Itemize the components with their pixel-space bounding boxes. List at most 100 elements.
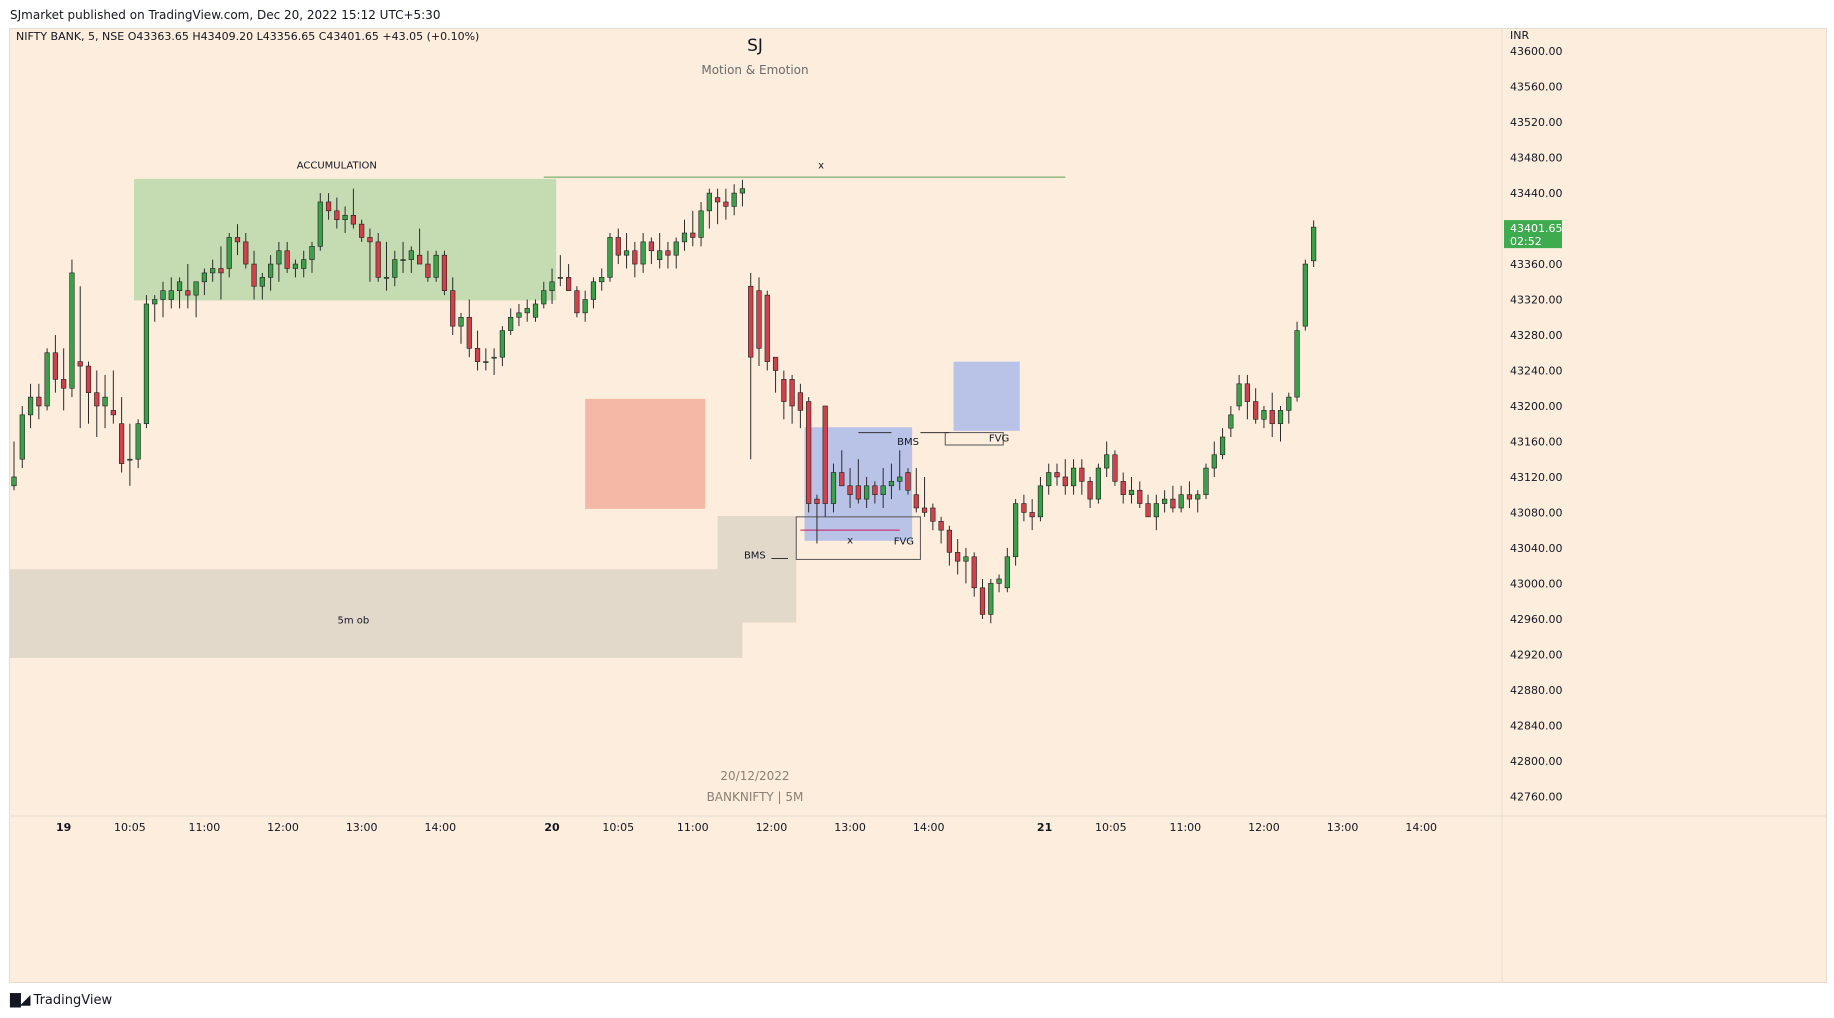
candle-bear: [234, 237, 241, 243]
time-tick-label: 14:00: [913, 821, 945, 834]
candle-bull: [276, 250, 282, 265]
annotation-label: BMS: [744, 551, 766, 562]
time-tick-label: 10:05: [602, 821, 634, 834]
candle-bull: [201, 272, 207, 283]
candle-bear: [756, 290, 762, 349]
candle-bear: [971, 556, 977, 589]
price-tick-label: 43280.00: [1510, 329, 1563, 342]
candle-bull: [483, 361, 489, 363]
candle-bear: [1079, 467, 1085, 482]
time-tick-label: 13:00: [1327, 821, 1359, 834]
candle-bear: [334, 210, 340, 221]
price-tick-label: 42800.00: [1510, 755, 1563, 768]
countdown-label: 02:52: [1510, 235, 1542, 248]
candle-bull: [176, 281, 183, 291]
candle-bull: [317, 201, 323, 247]
price-tick-label: 42760.00: [1510, 790, 1563, 803]
candle-bear: [110, 410, 116, 416]
candle-bull: [210, 268, 216, 274]
candle-bull: [127, 458, 133, 461]
candle-bull: [623, 250, 630, 256]
price-tick-label: 43440.00: [1510, 187, 1563, 200]
candle-bull: [739, 188, 746, 194]
candle-bull: [532, 303, 539, 318]
candle-bear: [648, 241, 654, 252]
candle-bull: [1153, 503, 1159, 518]
time-tick-label: 19: [56, 821, 71, 834]
candle-bear: [748, 285, 754, 358]
price-tick-label: 43080.00: [1510, 506, 1563, 519]
annotation-label: x: [847, 535, 853, 546]
tradingview-logo-icon[interactable]: ▇◢: [10, 992, 31, 1008]
currency-label: INR: [1510, 29, 1529, 42]
candle-bear: [1244, 383, 1250, 402]
candle-bull: [342, 214, 348, 221]
candle-bull: [1046, 472, 1052, 487]
candle-bull: [1261, 410, 1267, 420]
candle-bear: [872, 485, 878, 495]
chart-area[interactable]: ACCUMULATION x 5m ob BMS BMS x FVG FVG NIFTY BAN…: [9, 28, 1827, 983]
price-tick-label: 43320.00: [1510, 294, 1563, 307]
candle-bull: [549, 281, 555, 291]
price-tick-label: 43120.00: [1510, 471, 1563, 484]
candlestick-chart[interactable]: ACCUMULATION x 5m ob BMS BMS x FVG FVG NIFTY BAN…: [10, 29, 1826, 982]
candle-bull: [988, 583, 994, 615]
chart-title: SJ: [747, 36, 763, 56]
annotation-label: ACCUMULATION: [297, 160, 377, 171]
candle-bull: [880, 485, 886, 495]
candle-bull: [268, 263, 274, 278]
candle-bull: [27, 396, 34, 416]
candle-bear: [218, 268, 224, 274]
candle-bear: [930, 507, 936, 522]
candle-bull: [516, 312, 522, 318]
time-tick-label: 20: [544, 821, 560, 834]
candle-bear: [946, 529, 952, 553]
candle-bull: [830, 472, 837, 504]
candle-bear: [723, 201, 729, 207]
time-tick-label: 10:05: [114, 821, 146, 834]
time-tick-label: 13:00: [346, 821, 378, 834]
candle-bear: [1120, 481, 1126, 495]
ob-zone-5m: [10, 569, 743, 658]
candle-bear: [325, 201, 332, 212]
candle-bull: [1195, 494, 1201, 500]
candle-bear: [789, 379, 795, 407]
candle-bull: [557, 277, 563, 279]
candle-bear: [441, 254, 448, 291]
time-tick-label: 12:00: [1248, 821, 1280, 834]
candle-bull: [1286, 396, 1292, 411]
candle-bear: [839, 472, 845, 487]
candle-bear: [284, 250, 290, 269]
candle-bear: [955, 552, 961, 562]
price-tick-label: 43040.00: [1510, 542, 1563, 555]
candle-bear: [772, 356, 779, 371]
candle-bear: [1062, 476, 1068, 487]
candle-bull: [1219, 436, 1226, 456]
candle-bull: [400, 259, 406, 261]
candle-bear: [185, 290, 191, 296]
candle-bull: [226, 237, 232, 269]
candle-bull: [1228, 414, 1234, 429]
candle-bull: [168, 290, 174, 300]
candle-bear: [615, 237, 621, 256]
price-tick-label: 42880.00: [1510, 684, 1563, 697]
candle-bull: [383, 277, 390, 279]
candle-bull: [599, 277, 605, 283]
candle-bull: [963, 556, 969, 562]
footer-brand[interactable]: TradingView: [33, 992, 113, 1008]
candle-bear: [781, 379, 787, 402]
candle-bull: [1104, 454, 1110, 469]
candle-bull: [508, 316, 514, 331]
candle-bear: [85, 365, 92, 393]
candle-bull: [1311, 226, 1317, 262]
candle-bull: [102, 396, 108, 407]
candle-bear: [847, 485, 853, 495]
candle-bull: [1013, 503, 1019, 558]
candle-bear: [574, 290, 580, 314]
candle-bull: [582, 299, 588, 314]
candle-bear: [52, 352, 58, 380]
candle-bear: [938, 520, 944, 531]
price-tick-label: 43480.00: [1510, 152, 1563, 165]
price-tick-label: 43560.00: [1510, 81, 1563, 94]
candle-bear: [855, 485, 861, 500]
